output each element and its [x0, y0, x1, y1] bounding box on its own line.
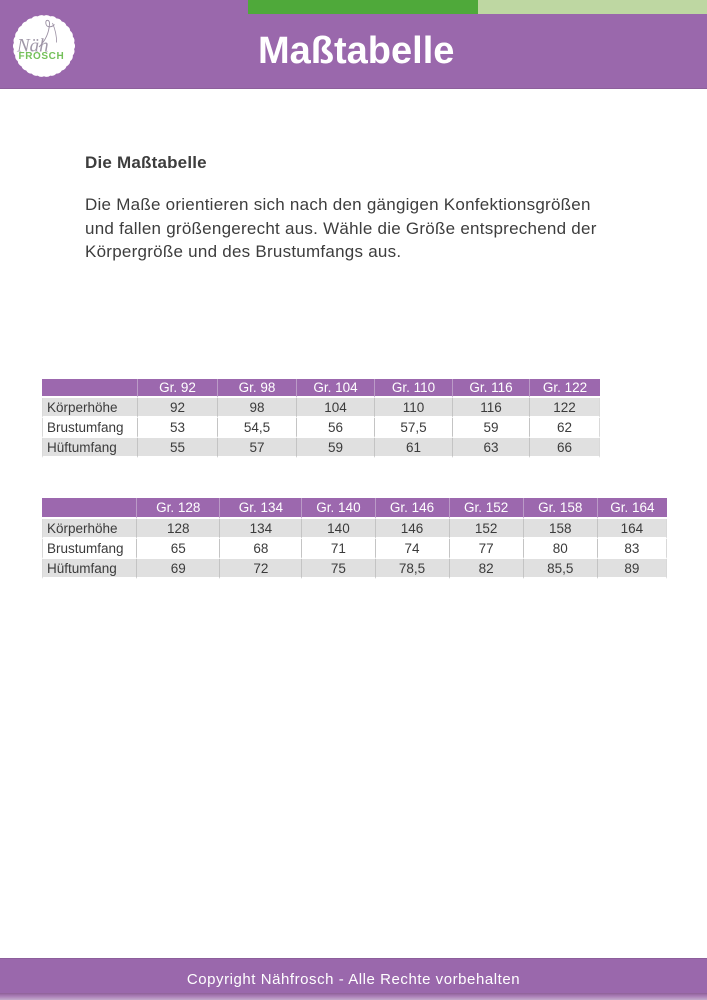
- svg-text:Näh: Näh: [16, 36, 49, 57]
- svg-text:FROSCH: FROSCH: [19, 51, 65, 62]
